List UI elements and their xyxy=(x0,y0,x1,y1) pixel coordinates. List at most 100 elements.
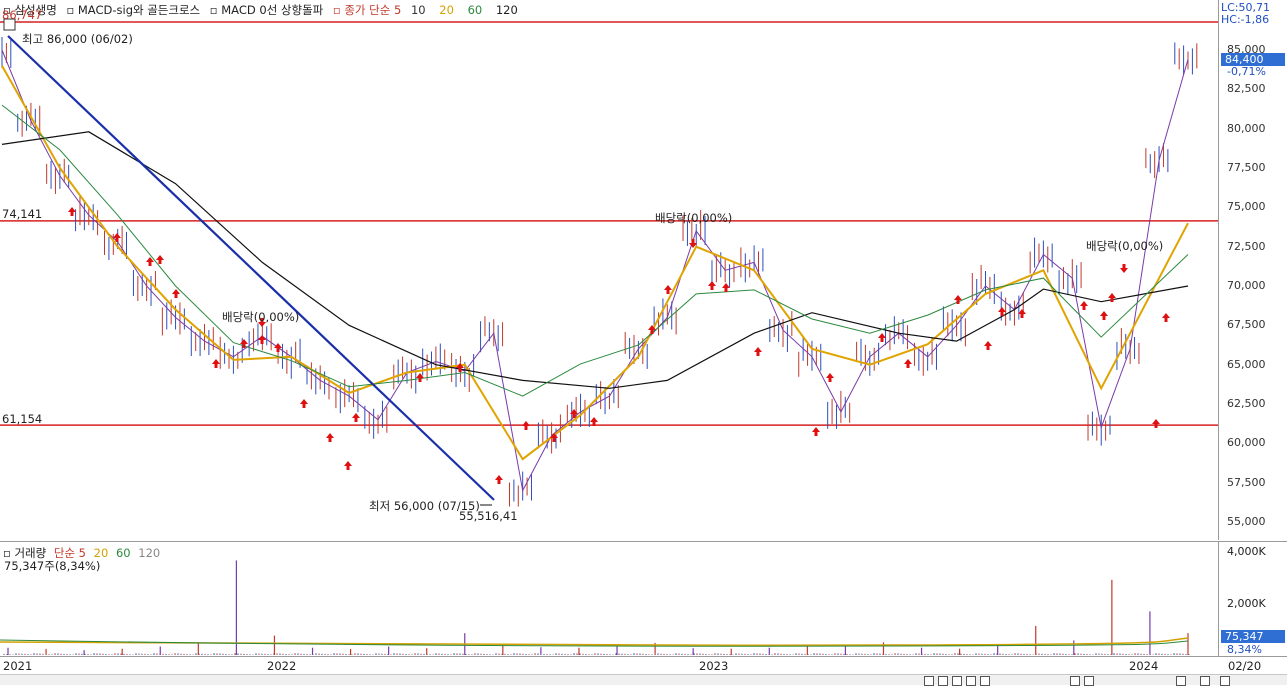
change-pct-label: -0,71% xyxy=(1227,65,1266,78)
signal-up-arrow xyxy=(146,257,154,266)
volume-legend: ▫ 거래량 단순 5 20 60 120 xyxy=(3,545,164,561)
current-volume-pct: 8,34% xyxy=(1227,643,1262,656)
play-button[interactable] xyxy=(966,676,976,686)
price-panel[interactable]: ▫ 삼성생명 ▫ MACD-sig와 골든크로스 ▫ MACD 0선 상향돌파 … xyxy=(0,0,1218,540)
signal-up-arrow xyxy=(826,373,834,382)
signal-up-arrow xyxy=(416,373,424,382)
top-value-label: 86,747 xyxy=(2,8,43,22)
vol-tick-4000k: 4,000K xyxy=(1227,545,1266,558)
vol-legend-ma120[interactable]: 120 xyxy=(138,546,161,560)
line-74-label: 74,141 xyxy=(2,207,43,221)
signal-up-arrow xyxy=(456,363,464,372)
signal-up-arrow xyxy=(812,427,820,436)
chart-legend: ▫ 삼성생명 ▫ MACD-sig와 골든크로스 ▫ MACD 0선 상향돌파 … xyxy=(3,2,524,18)
end-button[interactable] xyxy=(980,676,990,686)
legend-ma120[interactable]: 120 xyxy=(495,3,518,17)
signal-up-arrow xyxy=(648,325,656,334)
volume-axis[interactable]: 4,000K 2,000K 75,347 8,34% xyxy=(1218,541,1287,657)
signal-up-arrow xyxy=(570,409,578,418)
price-tick: 72,500 xyxy=(1227,239,1266,253)
signal-up-arrow xyxy=(1080,301,1088,310)
signal-up-arrow xyxy=(352,413,360,422)
price-tick: 85,000 xyxy=(1227,43,1266,56)
high-label: 최고 86,000 (06/02) xyxy=(22,32,133,46)
signal-up-arrow xyxy=(984,341,992,350)
legend-ma20[interactable]: 20 xyxy=(439,3,454,17)
legend-ma5[interactable]: ▫ 종가 단순 5 xyxy=(332,3,402,17)
ma60-line xyxy=(1,104,1189,397)
signal-up-arrow xyxy=(258,335,266,344)
signal-down-arrow xyxy=(689,239,697,248)
signal-up-arrow xyxy=(522,421,530,430)
date-axis: 2021 2022 2023 2024 02/20 xyxy=(0,656,1287,675)
signal-up-arrow xyxy=(495,475,503,484)
signal-up-arrow xyxy=(1100,311,1108,320)
price-chart[interactable] xyxy=(0,0,1218,540)
signal-up-arrow xyxy=(240,339,248,348)
signal-up-arrow xyxy=(1152,419,1160,428)
signal-up-arrow xyxy=(172,289,180,298)
ma120-line xyxy=(1,131,1189,389)
dividend-label-3: 배당락(0,00%) xyxy=(1086,239,1164,253)
signal-up-arrow xyxy=(954,295,962,304)
date-label-2021: 2021 xyxy=(3,659,33,673)
price-tick: 75,000 xyxy=(1227,200,1266,214)
settings-button[interactable] xyxy=(1176,676,1186,686)
vol-legend-main[interactable]: ▫ 거래량 xyxy=(3,546,47,560)
line-61-label: 61,154 xyxy=(2,412,43,426)
signal-up-arrow xyxy=(113,233,121,242)
ma20-line xyxy=(1,65,1189,461)
signal-up-arrow xyxy=(708,281,716,290)
legend-macd-sig[interactable]: ▫ MACD-sig와 골든크로스 xyxy=(66,3,201,17)
zoom-out-button[interactable] xyxy=(1070,676,1080,686)
signal-up-arrow xyxy=(878,333,886,342)
signal-up-arrow xyxy=(274,343,282,352)
legend-macd-zero[interactable]: ▫ MACD 0선 상향돌파 xyxy=(209,3,324,17)
stop-button[interactable] xyxy=(952,676,962,686)
signal-up-arrow xyxy=(1162,313,1170,322)
chart-scrollbar[interactable] xyxy=(0,674,1287,686)
price-tick: 60,000 xyxy=(1227,436,1266,450)
close-line xyxy=(1,49,1189,493)
zoom-in-button[interactable] xyxy=(1084,676,1094,686)
price-axis[interactable]: LC:50,71 HC:-1,86 85,000 82,500 80,000 77,5… xyxy=(1218,0,1287,540)
volume-panel[interactable]: ▫ 거래량 단순 5 20 60 120 75,347주(8,34%) xyxy=(0,541,1218,657)
vol-legend-ma5[interactable]: 단순 5 xyxy=(53,546,86,560)
signal-up-arrow xyxy=(1018,309,1026,318)
price-tick: 80,000 xyxy=(1227,121,1266,135)
price-tick: 55,000 xyxy=(1227,515,1266,528)
price-tick: 62,500 xyxy=(1227,397,1266,410)
vol-ma20-line xyxy=(0,637,1189,647)
legend-ma10[interactable]: 10 xyxy=(410,3,426,17)
vol-legend-ma60[interactable]: 60 xyxy=(115,546,131,560)
print-button[interactable] xyxy=(1200,676,1210,686)
legend-stock[interactable]: ▫ 삼성생명 xyxy=(3,3,57,17)
signal-up-arrow xyxy=(664,285,672,294)
price-tick: 77,500 xyxy=(1227,161,1266,174)
price-tick: 70,000 xyxy=(1227,279,1266,292)
price-tick: 65,000 xyxy=(1227,357,1266,371)
signal-up-arrow xyxy=(550,433,558,442)
volume-info: 75,347주(8,34%) xyxy=(4,559,101,573)
trend-line xyxy=(7,35,495,501)
scroll-right-button[interactable] xyxy=(938,676,948,686)
legend-ma60[interactable]: 60 xyxy=(467,3,483,17)
date-label-2023: 2023 xyxy=(699,659,729,673)
date-label-2022: 2022 xyxy=(267,659,297,673)
date-label-end: 02/20 xyxy=(1228,659,1262,673)
signal-up-arrow xyxy=(998,307,1006,316)
signal-up-arrow xyxy=(904,359,912,368)
date-label-2024: 2024 xyxy=(1129,659,1159,673)
price-tick: 67,500 xyxy=(1227,318,1266,332)
signal-down-arrow xyxy=(1120,264,1128,273)
signal-up-arrow xyxy=(1108,293,1116,302)
price-tick: 57,500 xyxy=(1227,475,1266,489)
config-button[interactable] xyxy=(1220,676,1230,686)
anchor-marker xyxy=(3,18,16,31)
scroll-left-button[interactable] xyxy=(924,676,934,686)
vol-legend-ma20[interactable]: 20 xyxy=(93,546,109,560)
signal-up-arrow xyxy=(326,433,334,442)
volume-chart[interactable] xyxy=(0,542,1218,657)
signal-up-arrow xyxy=(722,283,730,292)
signal-up-arrow xyxy=(754,347,762,356)
